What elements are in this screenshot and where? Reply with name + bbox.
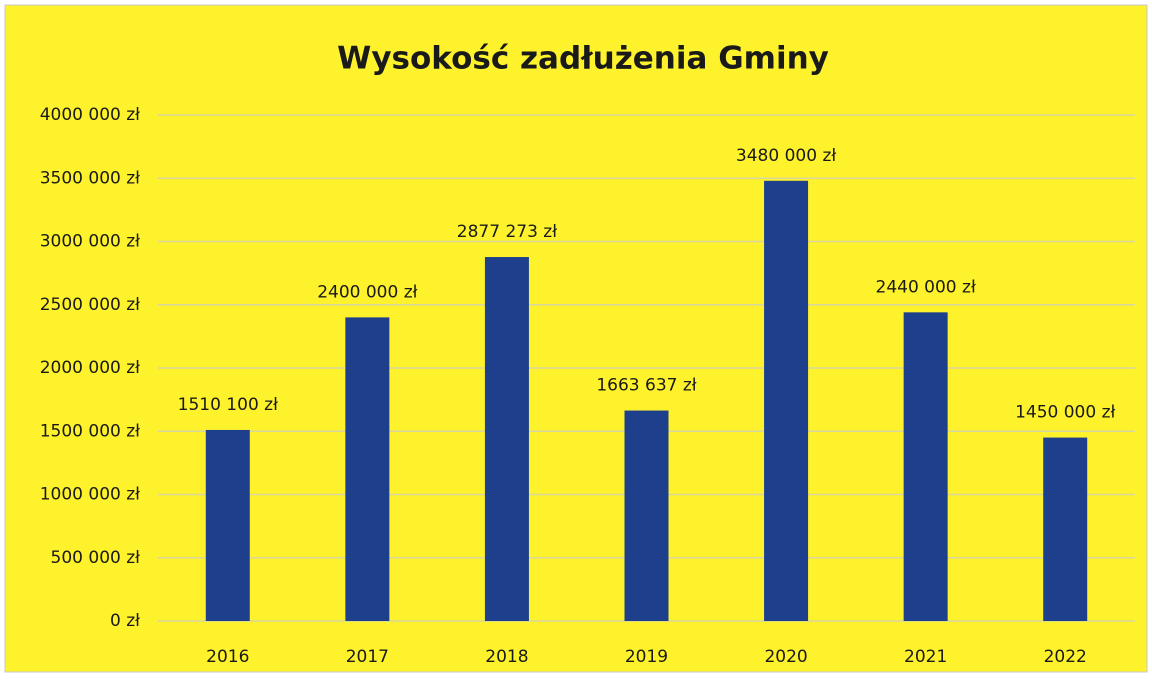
bar — [345, 317, 390, 621]
y-tick-label: 3500 000 zł — [40, 168, 140, 188]
y-tick-label: 2000 000 zł — [40, 358, 140, 378]
chart-title: Wysokość zadłużenia Gminy — [337, 41, 829, 77]
x-tick-label: 2018 — [485, 647, 528, 667]
x-tick-label: 2019 — [625, 647, 668, 667]
bar — [903, 312, 948, 621]
y-tick-label: 1500 000 zł — [40, 421, 140, 441]
data-label: 1450 000 zł — [1015, 403, 1115, 423]
x-tick-label: 2016 — [206, 647, 249, 667]
x-tick-label: 2021 — [904, 647, 947, 667]
bar — [1043, 437, 1088, 621]
x-tick-label: 2022 — [1044, 647, 1087, 667]
y-tick-label: 3000 000 zł — [40, 232, 140, 252]
y-tick-label: 4000 000 zł — [40, 105, 140, 125]
x-tick-label: 2017 — [346, 647, 389, 667]
chart-background — [4, 4, 1148, 673]
data-label: 2877 273 zł — [457, 222, 557, 242]
data-label: 2400 000 zł — [317, 282, 417, 302]
data-label: 3480 000 zł — [736, 146, 836, 166]
bar — [624, 410, 669, 621]
data-label: 1510 100 zł — [178, 395, 278, 415]
data-label: 2440 000 zł — [876, 277, 976, 297]
y-tick-label: 1000 000 zł — [40, 485, 140, 505]
y-tick-label: 2500 000 zł — [40, 295, 140, 315]
bar — [205, 429, 250, 621]
y-tick-label: 500 000 zł — [51, 548, 141, 568]
bar — [484, 257, 529, 621]
bar — [764, 180, 809, 621]
x-tick-label: 2020 — [764, 647, 807, 667]
data-label: 1663 637 zł — [596, 376, 696, 396]
y-tick-label: 0 zł — [110, 611, 140, 631]
